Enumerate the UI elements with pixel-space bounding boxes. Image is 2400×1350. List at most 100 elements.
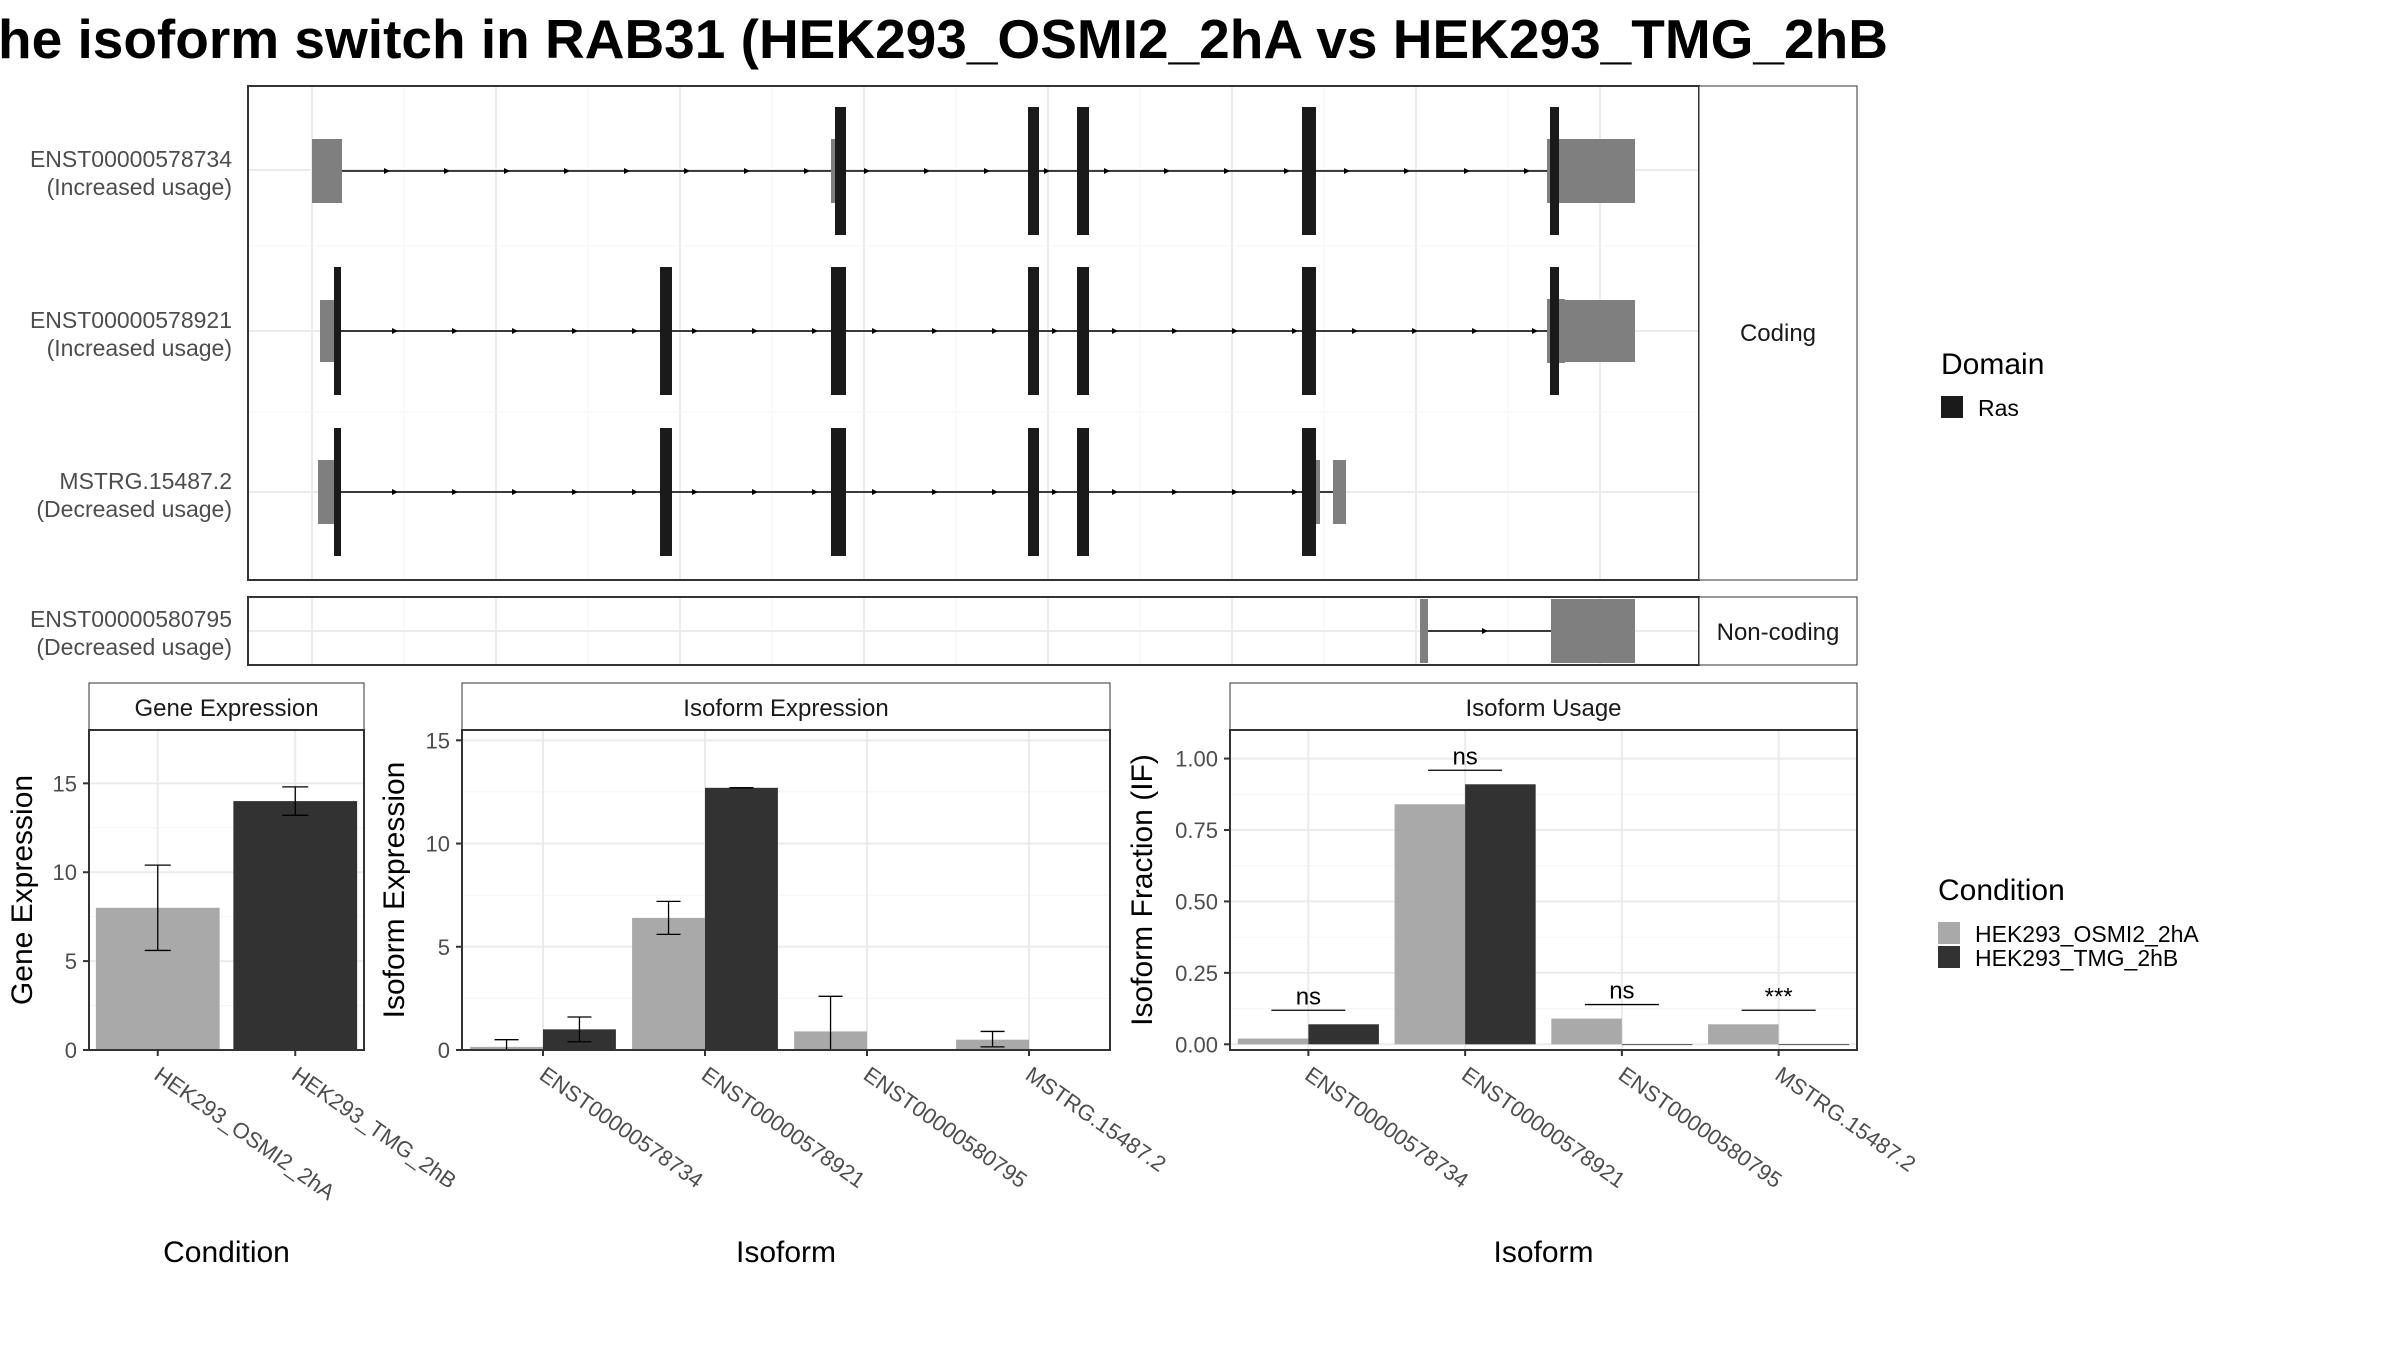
- condition-legend-label: HEK293_OSMI2_2hA: [1975, 921, 2199, 947]
- y-axis-title: Gene Expression: [6, 775, 39, 1005]
- x-axis-title: Condition: [163, 1236, 290, 1269]
- strand-arrow: [1104, 168, 1110, 174]
- transcript-usage-label: (Increased usage): [47, 174, 232, 200]
- y-tick-label: 0.50: [1175, 889, 1218, 914]
- y-tick-label: 10: [426, 832, 450, 857]
- bar: [1708, 1024, 1779, 1045]
- ras-domain-exon: [835, 107, 846, 235]
- panel-border: [88, 729, 365, 1051]
- condition-legend-label: HEK293_TMG_2hB: [1975, 945, 2178, 971]
- ras-domain-exon: [334, 428, 341, 556]
- ras-domain-exon: [1302, 267, 1316, 395]
- strand-arrow: [632, 328, 638, 334]
- x-axis-title: Isoform: [736, 1236, 836, 1269]
- strand-arrow: [1292, 328, 1298, 334]
- x-tick-label: ENST00000578734: [1301, 1062, 1474, 1193]
- y-tick-label: 0: [438, 1038, 450, 1063]
- strand-arrow: [752, 328, 758, 334]
- domain-legend-title: Domain: [1941, 348, 2044, 381]
- strand-arrow: [1532, 328, 1538, 334]
- x-tick-label: MSTRG.15487.2: [1771, 1062, 1921, 1177]
- facet-label-coding: Coding: [1740, 320, 1816, 347]
- ras-domain-exon: [1302, 428, 1316, 556]
- strand-arrow: [572, 489, 578, 495]
- strand-arrow: [992, 328, 998, 334]
- strand-arrow: [1112, 489, 1118, 495]
- x-tick-label: MSTRG.15487.2: [1021, 1062, 1171, 1177]
- strand-arrow: [932, 489, 938, 495]
- ras-domain-exon: [1077, 428, 1089, 556]
- strand-arrow: [1412, 328, 1418, 334]
- utr-exon: [1551, 599, 1635, 663]
- ras-domain-exon: [1077, 107, 1089, 235]
- y-tick-label: 0.75: [1175, 818, 1218, 843]
- transcript-usage-label: (Decreased usage): [36, 634, 232, 660]
- utr-exon: [1557, 139, 1635, 203]
- transcript-usage-label: (Increased usage): [47, 335, 232, 361]
- strand-arrow: [1292, 489, 1298, 495]
- noncoding-strip: [1698, 596, 1858, 666]
- utr-exon: [1420, 599, 1428, 663]
- strand-arrow: [992, 489, 998, 495]
- strand-arrow: [1172, 328, 1178, 334]
- domain-legend: Domain Ras: [1941, 348, 2044, 421]
- bar: [1621, 1044, 1693, 1046]
- panel-strip: [1229, 682, 1858, 731]
- strand-arrow: [392, 489, 398, 495]
- ras-domain-exon: [831, 267, 846, 395]
- strand-arrow: [692, 328, 698, 334]
- y-tick-label: 5: [438, 935, 450, 960]
- bar: [1778, 1044, 1850, 1046]
- bar: [1237, 1038, 1309, 1045]
- bar: [632, 917, 705, 1050]
- strand-arrow: [1232, 489, 1238, 495]
- y-tick-label: 15: [426, 728, 450, 753]
- utr-exon: [1559, 139, 1565, 203]
- strand-arrow: [692, 489, 698, 495]
- strand-arrow: [512, 489, 518, 495]
- utr-exon: [1333, 460, 1343, 524]
- significance-label: ***: [1765, 983, 1793, 1010]
- panel-border: [1229, 729, 1858, 1051]
- utr-exon: [318, 460, 336, 524]
- strand-arrow: [1524, 168, 1530, 174]
- strand-arrow: [572, 328, 578, 334]
- y-axis-title: Isoform Expression: [378, 762, 411, 1019]
- utr-exon: [1547, 299, 1550, 363]
- strand-arrow: [1112, 328, 1118, 334]
- transcript-label: MSTRG.15487.2: [59, 468, 232, 494]
- strand-arrow: [452, 328, 458, 334]
- ras-domain-exon: [1077, 267, 1089, 395]
- strand-arrow: [1482, 628, 1488, 634]
- bar-panel-3: Isoform Usage ns ns ns *** 0.00 0.25 0.50 0.75 1.…: [1126, 682, 1921, 1269]
- bar-panel-2: Isoform Expression051015ENST00000578734E…: [378, 682, 1171, 1269]
- strand-arrow: [744, 168, 750, 174]
- utr-exon: [1557, 300, 1635, 362]
- strand-arrow: [872, 489, 878, 495]
- strand-arrow: [1352, 328, 1358, 334]
- significance-label: ns: [1296, 983, 1321, 1010]
- strand-arrow: [932, 328, 938, 334]
- ras-domain-exon: [1550, 267, 1559, 395]
- expression-bar-charts: Gene Expression051015HEK293_OSMI2_2hAHEK…: [6, 682, 1921, 1269]
- condition-legend-key: [1938, 922, 1960, 944]
- strand-arrow: [1052, 489, 1058, 495]
- y-tick-label: 0.25: [1175, 961, 1218, 986]
- plot-background: [462, 730, 1110, 1050]
- strand-arrow: [812, 489, 818, 495]
- strand-arrow: [804, 168, 810, 174]
- transcript-label: ENST00000580795: [30, 606, 232, 632]
- ras-domain-exon: [660, 267, 672, 395]
- x-axis-title: Isoform: [1493, 1236, 1593, 1269]
- strand-arrow: [1284, 168, 1290, 174]
- ras-domain-exon: [1028, 428, 1039, 556]
- bar: [1551, 1018, 1622, 1045]
- strand-arrow: [1344, 168, 1350, 174]
- x-tick-label: ENST00000578734: [535, 1062, 708, 1193]
- x-tick-label: ENST00000578921: [1457, 1062, 1630, 1193]
- strand-arrow: [872, 328, 878, 334]
- utr-exon: [1547, 139, 1550, 203]
- utr-exon: [1559, 299, 1565, 363]
- transcript-label: ENST00000578921: [30, 307, 232, 333]
